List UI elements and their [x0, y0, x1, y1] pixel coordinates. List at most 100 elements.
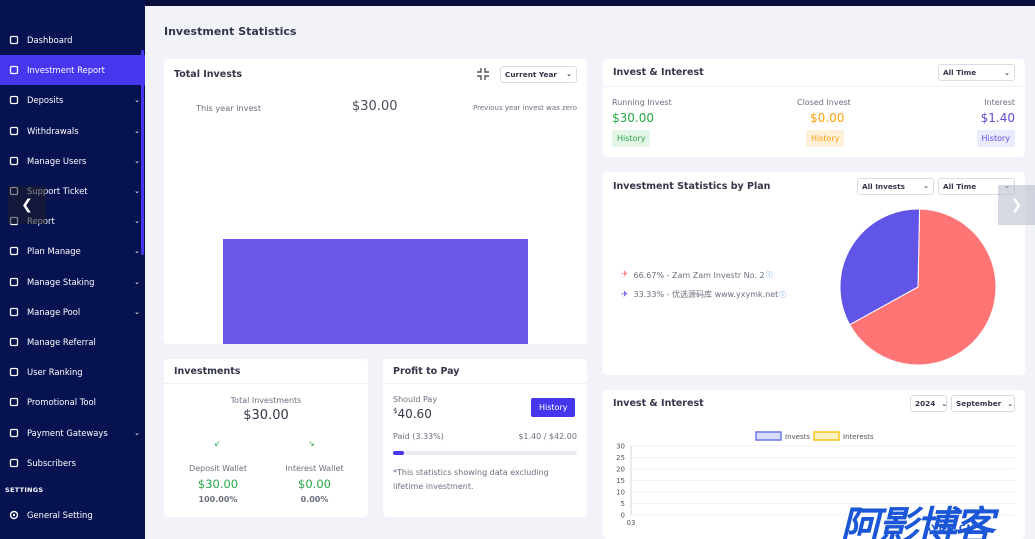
sidebar-section-settings: SETTINGS: [5, 485, 44, 494]
sidebar-item-label: User Ranking: [27, 367, 83, 378]
running-history-button[interactable]: History: [612, 130, 651, 147]
sidebar-item-plan-manage[interactable]: Plan Manage ⌄: [0, 236, 145, 266]
invest-type-select[interactable]: All Invests ⌄: [857, 177, 934, 195]
sidebar-item-deposits[interactable]: Deposits ⌄: [0, 85, 145, 115]
statistics-note: *This statistics showing data excluding …: [393, 468, 549, 491]
deposit-wallet-label: Deposit Wallet: [189, 464, 247, 473]
sidebar-item-promotional-tool[interactable]: Promotional Tool: [0, 387, 145, 417]
total-investments-value: $30.00: [243, 408, 289, 423]
referral-icon: [7, 335, 21, 349]
period-select[interactable]: Current Year ⌄: [500, 65, 577, 83]
plan-pie-chart: [839, 208, 997, 366]
sidebar-item-payment-gateways[interactable]: Payment Gateways ⌄: [0, 417, 145, 447]
this-year-value: $30.00: [352, 99, 398, 114]
info-icon[interactable]: ⓘ: [765, 271, 773, 279]
sidebar-item-label: Manage Pool: [27, 306, 81, 317]
arrow-down-right-icon: ↘: [308, 439, 315, 448]
investments-card: Investments Total Investments $30.00 ↙ ↘…: [164, 359, 368, 517]
sidebar-item-manage-referral[interactable]: Manage Referral: [0, 327, 145, 357]
invest-interest-chart-card: Invest & Interest 2024 ⌄ September ⌄ 30 25 2…: [603, 390, 1025, 539]
paid-value: $1.40 / $42.00: [518, 432, 577, 441]
collapse-sidebar-button[interactable]: ❮: [8, 186, 46, 224]
sidebar: Dashboard Investment Report Deposits ⌄ Withd…: [0, 0, 145, 539]
chevron-down-icon: ⌄: [1007, 399, 1014, 408]
month-select[interactable]: September ⌄: [951, 395, 1015, 412]
paid-label: Paid (3.33%): [393, 432, 444, 441]
compress-icon[interactable]: [476, 67, 490, 81]
trend-icon: [7, 275, 21, 289]
plan-legend: ✈ 66.67% - Zam Zam Investr No. 2 ⓘ ✈ 33.…: [621, 270, 786, 300]
sidebar-item-label: Dashboard: [27, 35, 73, 46]
profit-history-button[interactable]: History: [531, 398, 576, 417]
legend-swatch: [813, 431, 840, 441]
chevron-down-icon: ⌄: [134, 126, 140, 135]
chevron-down-icon: ⌄: [566, 70, 572, 78]
profit-to-pay-card: Profit to Pay Should Pay $40.60 History …: [383, 359, 587, 517]
paid-progress-track: [393, 451, 577, 455]
chevron-down-icon: ⌄: [134, 96, 140, 105]
closed-history-button[interactable]: History: [806, 130, 845, 147]
card-icon: [7, 426, 21, 440]
legend-swatch: [755, 431, 782, 441]
sidebar-item-label: Promotional Tool: [27, 397, 96, 408]
chevron-down-icon: ⌄: [134, 217, 140, 226]
arrow-down-left-icon: ↙: [214, 439, 221, 448]
gear-icon: [7, 508, 21, 522]
y-tick-label: 15: [616, 477, 625, 485]
pie-slice-1[interactable]: [839, 208, 921, 326]
card-title: Total Invests: [174, 68, 243, 80]
sidebar-item-investment-report[interactable]: Investment Report: [0, 55, 145, 86]
period-select[interactable]: All Time⌄: [938, 64, 1015, 81]
sidebar-item-manage-staking[interactable]: Manage Staking ⌄: [0, 267, 145, 297]
sidebar-item-subscribers[interactable]: Subscribers: [0, 448, 145, 478]
year-select[interactable]: 2024 ⌄: [910, 395, 947, 412]
sidebar-item-label: Withdrawals: [27, 125, 79, 136]
watermark-subtext: AYBK.CN: [924, 524, 976, 534]
chevron-down-icon: ⌄: [134, 187, 140, 196]
should-pay-value: $40.60: [393, 407, 432, 421]
sidebar-menu: Dashboard Investment Report Deposits ⌄ Withd…: [0, 0, 145, 478]
chevron-down-icon: ⌄: [134, 277, 140, 286]
watermark-logo: 阿影博客: [840, 504, 994, 539]
pool-icon: [7, 305, 21, 319]
sidebar-item-manage-users[interactable]: Manage Users ⌄: [0, 146, 145, 176]
interest-wallet-label: Interest Wallet: [285, 464, 344, 473]
legend-label[interactable]: Invests: [785, 433, 810, 441]
bank-icon: [7, 124, 21, 138]
chevron-down-icon: ⌄: [923, 182, 929, 190]
closed-invest-value: $0.00: [810, 111, 845, 125]
interest-label: Interest: [984, 98, 1015, 107]
sidebar-item-label: Investment Report: [27, 65, 105, 76]
info-icon[interactable]: ⓘ: [779, 290, 787, 299]
next-slide-button[interactable]: ❯: [998, 185, 1035, 225]
previous-year-note: Previous year invest was zero: [473, 104, 577, 112]
interest-history-button[interactable]: History: [976, 130, 1015, 147]
sidebar-item-dashboard[interactable]: Dashboard: [0, 25, 145, 55]
card-title: Profit to Pay: [393, 365, 460, 377]
sidebar-item-label: General Setting: [27, 509, 93, 520]
card-title: Invest & Interest: [613, 398, 704, 409]
closed-invest-label: Closed Invest: [797, 98, 851, 107]
deposit-wallet-pct: 100.00%: [198, 495, 238, 504]
sidebar-item-label: Payment Gateways: [27, 427, 108, 438]
sidebar-item-label: Support Ticket: [27, 186, 88, 197]
y-tick-label: 5: [621, 500, 625, 508]
pie-slice-0[interactable]: [848, 208, 997, 366]
interest-wallet-value: $0.00: [298, 477, 331, 491]
sidebar-item-general-setting[interactable]: General Setting: [0, 500, 145, 530]
card-title: Investments: [174, 365, 241, 377]
sidebar-item-label: Plan Manage: [27, 246, 81, 257]
sidebar-scrollbar[interactable]: [141, 50, 144, 255]
card-title: Invest & Interest: [613, 67, 704, 78]
sidebar-item-user-ranking[interactable]: User Ranking: [0, 357, 145, 387]
y-tick-label: 25: [616, 454, 625, 462]
plane-icon: ✈: [621, 270, 629, 280]
sidebar-item-withdrawals[interactable]: Withdrawals ⌄: [0, 116, 145, 146]
sidebar-item-manage-pool[interactable]: Manage Pool ⌄: [0, 297, 145, 327]
legend-label[interactable]: Interests: [843, 433, 874, 441]
y-tick-label: 20: [616, 466, 625, 474]
total-invests-chart: [223, 239, 528, 344]
thumb-icon: [7, 456, 21, 470]
this-year-label: This year invest: [196, 103, 262, 113]
sidebar-item-label: Manage Staking: [27, 276, 95, 287]
